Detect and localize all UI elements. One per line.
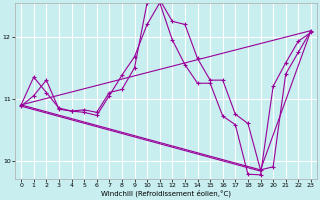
X-axis label: Windchill (Refroidissement éolien,°C): Windchill (Refroidissement éolien,°C) [101,190,231,197]
